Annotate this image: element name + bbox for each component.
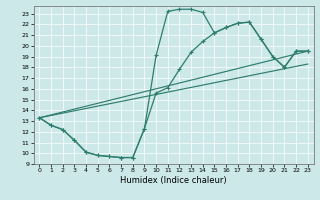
- X-axis label: Humidex (Indice chaleur): Humidex (Indice chaleur): [120, 176, 227, 185]
